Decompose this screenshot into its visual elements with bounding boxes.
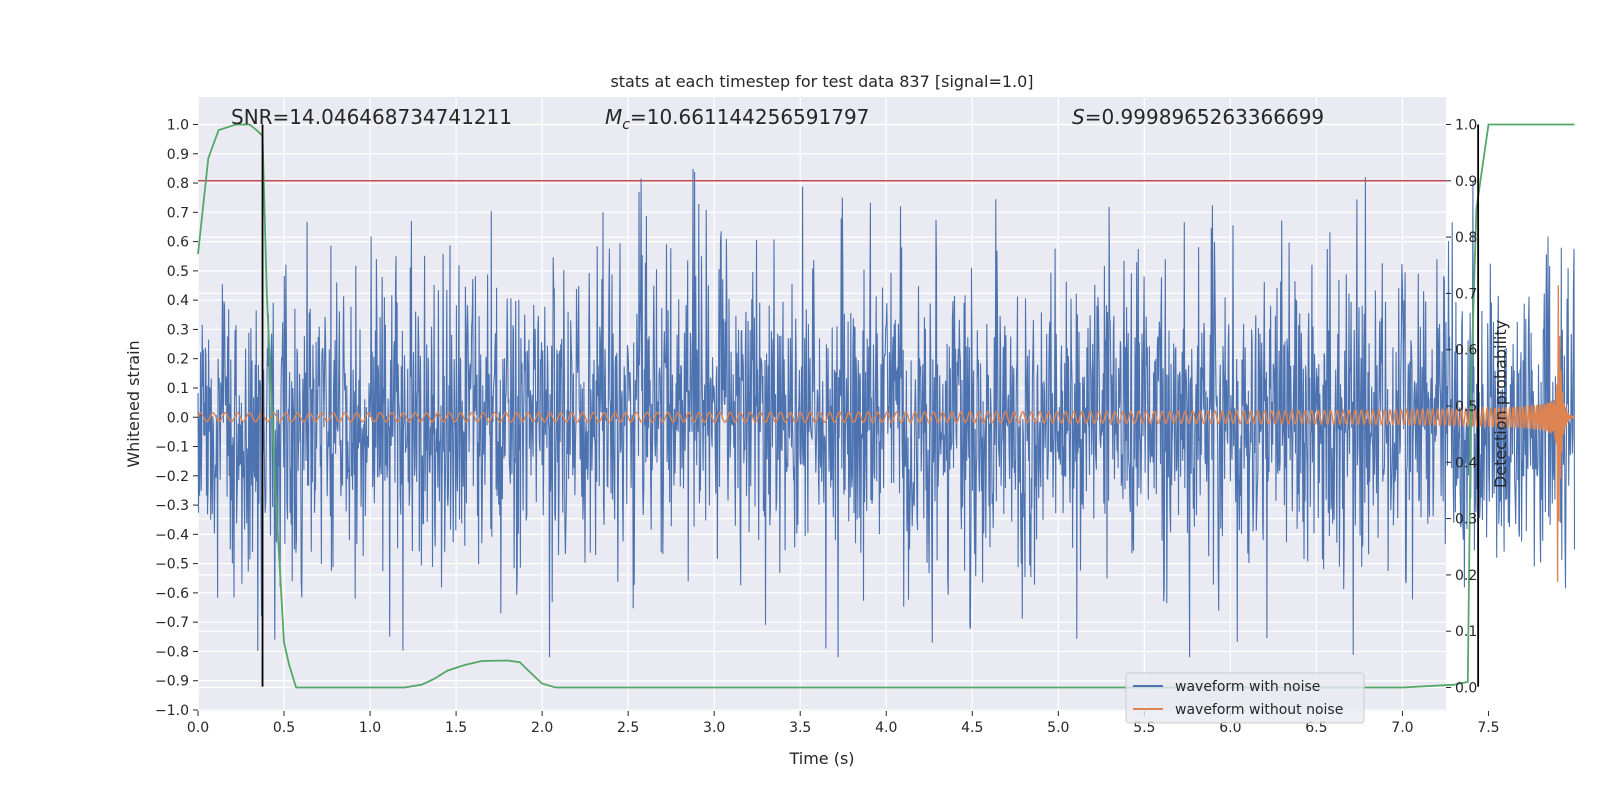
score-annotation: S=0.9998965263366699 — [1072, 105, 1324, 129]
y-tick-label: 0.9 — [167, 147, 189, 163]
y-tick-label: −0.4 — [155, 527, 189, 543]
x-tick-label: 0.5 — [273, 720, 295, 736]
y-tick-label: −0.1 — [155, 440, 189, 456]
y2-tick-label: 0.7 — [1455, 286, 1477, 302]
x-tick-label: 5.0 — [1047, 720, 1069, 736]
y2-tick-label: 0.9 — [1455, 174, 1477, 190]
y-tick-label: −0.5 — [155, 557, 189, 573]
x-tick-label: 0.0 — [187, 720, 209, 736]
clean-waveform-line — [197, 285, 1576, 582]
legend: waveform with noise waveform without noi… — [1125, 672, 1365, 724]
vertical-markers — [261, 124, 1480, 687]
y-tick-label: 0.4 — [167, 293, 189, 309]
y-tick-label: 1.0 — [167, 118, 189, 134]
legend-box — [1125, 672, 1365, 724]
legend-entry-clean: waveform without noise — [1175, 702, 1343, 718]
series-waveform-without-noise — [197, 285, 1576, 582]
y2-tick-label: 0.5 — [1455, 399, 1477, 415]
y-tick-label: −0.3 — [155, 498, 189, 514]
snr-annotation: SNR=14.046468734741211 — [231, 105, 512, 129]
y-tick-label: 0.0 — [167, 410, 189, 426]
y-tick-label: 0.5 — [167, 264, 189, 280]
x-tick-label: 4.5 — [961, 720, 983, 736]
y2-tick-label: 0.8 — [1455, 230, 1477, 246]
y2-tick-label: 0.0 — [1455, 681, 1477, 697]
x-tick-label: 4.0 — [875, 720, 897, 736]
x-tick-label: 3.0 — [703, 720, 725, 736]
y2-tick-label: 0.2 — [1455, 568, 1477, 584]
x-tick-label: 6.0 — [1219, 720, 1241, 736]
x-tick-label: 5.5 — [1133, 720, 1155, 736]
score-symbol: S — [1072, 105, 1085, 129]
x-axis-label: Time (s) — [788, 749, 854, 768]
y-tick-label: −0.2 — [155, 469, 189, 485]
x-tick-label: 2.5 — [617, 720, 639, 736]
chirp-mass-annotation: Mc=10.661144256591797 — [605, 105, 869, 133]
noisy-waveform-line — [197, 168, 1576, 658]
y2-tick-label: 0.6 — [1455, 343, 1477, 359]
y2-axis-label: Detection probability — [1491, 320, 1510, 488]
y-tick-label: 0.6 — [167, 235, 189, 251]
y2-axis-ticks: 0.0 0.1 0.2 0.3 0.4 0.5 0.6 0.7 0.8 0.9 1.0 — [1446, 118, 1477, 697]
x-tick-label: 7.5 — [1477, 720, 1499, 736]
y2-tick-label: 0.1 — [1455, 624, 1477, 640]
series-waveform-with-noise — [197, 168, 1576, 658]
x-tick-label: 7.0 — [1391, 720, 1413, 736]
legend-entry-noisy: waveform with noise — [1175, 679, 1320, 695]
x-axis-ticks: 0.0 0.5 1.0 1.5 2.0 2.5 3.0 3.5 4.0 4.5 5.0 5.5 6.0 6… — [187, 711, 1500, 736]
y2-tick-label: 0.3 — [1455, 512, 1477, 528]
y2-tick-label: 0.4 — [1455, 455, 1477, 471]
y-tick-label: 0.2 — [167, 352, 189, 368]
chirp-mass-subscript: c — [622, 117, 630, 133]
y-tick-label: 0.8 — [167, 176, 189, 192]
y2-tick-label: 1.0 — [1455, 118, 1477, 134]
y-tick-label: −0.6 — [155, 586, 189, 602]
y-tick-label: 0.3 — [167, 322, 189, 338]
y-tick-label: −0.9 — [155, 674, 189, 690]
y-axis-label: Whitened strain — [124, 340, 143, 467]
y-tick-label: −0.7 — [155, 615, 189, 631]
x-tick-label: 1.0 — [359, 720, 381, 736]
chart-title: stats at each timestep for test data 837… — [610, 72, 1033, 91]
y-tick-label: 0.7 — [167, 205, 189, 221]
x-tick-label: 1.5 — [445, 720, 467, 736]
x-tick-label: 2.0 — [531, 720, 553, 736]
x-tick-label: 3.5 — [789, 720, 811, 736]
y-tick-label: 0.1 — [167, 381, 189, 397]
score-value: =0.9998965263366699 — [1085, 105, 1324, 129]
chirp-mass-symbol: M — [605, 105, 622, 129]
x-tick-label: 6.5 — [1305, 720, 1327, 736]
y-tick-label: −0.8 — [155, 644, 189, 660]
chirp-mass-value: =10.661144256591797 — [630, 105, 869, 129]
y-axis-ticks: −1.0 −0.9 −0.8 −0.7 −0.6 −0.5 −0.4 −0.3 −0.2 −0.1… — [155, 118, 198, 719]
y-tick-label: −1.0 — [155, 703, 189, 719]
